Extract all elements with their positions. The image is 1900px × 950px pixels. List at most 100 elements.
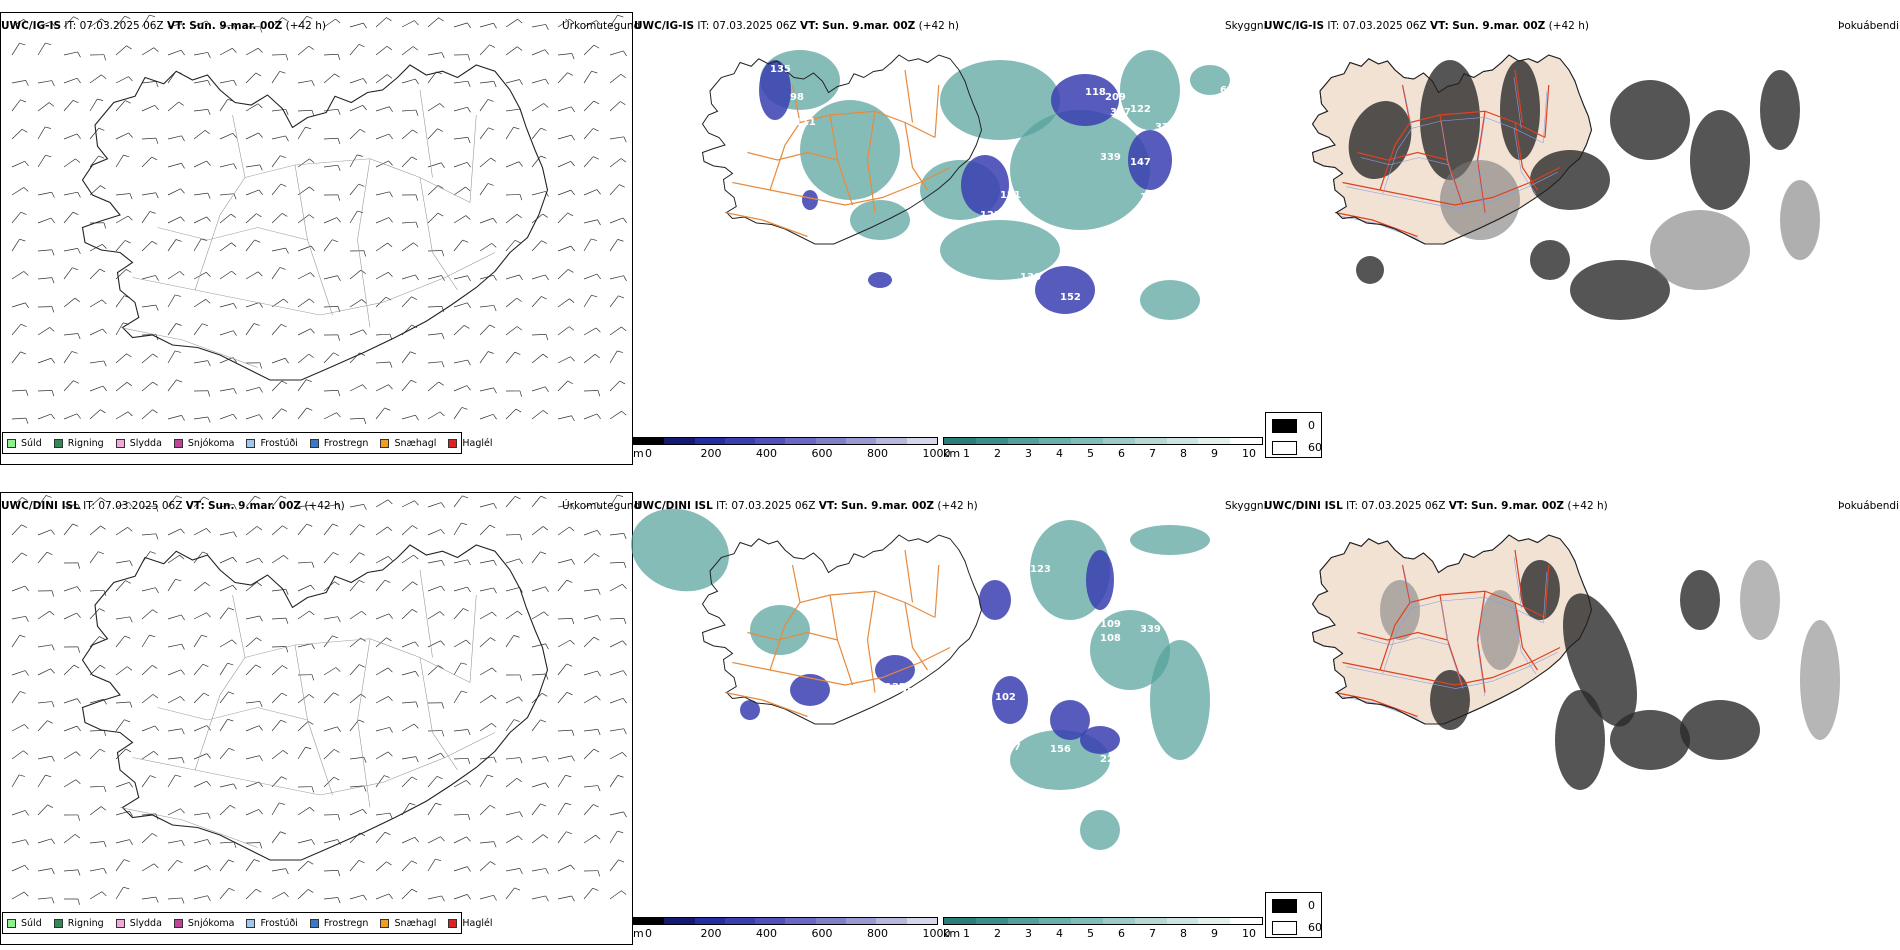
visibility-tick: 5 xyxy=(1087,447,1094,460)
ceiling-value-label: 100 xyxy=(1150,217,1171,228)
ceiling-tick: 800 xyxy=(867,927,888,940)
field-patch xyxy=(1051,74,1119,126)
road-line xyxy=(1441,121,1463,209)
field-patch xyxy=(1130,525,1210,555)
legend-label: Rigning xyxy=(67,437,104,449)
precip-map-frame xyxy=(0,492,633,945)
vt-label: VT: xyxy=(818,500,838,512)
legend-label: Frostregn xyxy=(323,437,369,449)
legend-swatch xyxy=(246,918,256,928)
road-line xyxy=(1478,111,1486,212)
road-line xyxy=(1361,158,1449,165)
panel-title: Skyggni xyxy=(1225,500,1267,512)
road-line xyxy=(1405,92,1412,129)
field-patch xyxy=(1520,560,1560,620)
ceiling-tick: 200 xyxy=(700,927,722,940)
ceiling-value-label: 130 xyxy=(1020,272,1041,283)
ceiling-value-label: 236 xyxy=(900,687,921,698)
road-line xyxy=(905,70,913,123)
ceiling-value-label: 156 xyxy=(1050,744,1071,755)
road-line xyxy=(935,565,939,618)
iceland-outline xyxy=(1313,535,1592,724)
legend-item: Snjókoma xyxy=(173,917,235,929)
legend-swatch xyxy=(380,438,390,448)
legend-item: Frostúði xyxy=(246,438,298,449)
lead-time: (+42 h) xyxy=(1548,20,1589,32)
road-line xyxy=(1380,111,1545,190)
panel-header: UWC/IG-IS IT: 07.03.2025 06Z VT: Sun. 9.… xyxy=(1264,20,1589,32)
field-patch xyxy=(850,200,910,240)
init-time: 07.03.2025 06Z xyxy=(98,500,183,512)
field-patch xyxy=(760,50,840,110)
field-patch xyxy=(992,676,1028,724)
ceiling-value-label: 339 xyxy=(1140,624,1161,635)
fog-index-key: 0 60 xyxy=(1265,892,1322,938)
legend-label: Slydda xyxy=(129,437,162,449)
field-patch xyxy=(1010,110,1150,230)
field-patch xyxy=(920,160,1000,220)
it-label: IT: xyxy=(697,20,710,32)
road-line xyxy=(1478,591,1486,692)
ceiling-value-label: 111 xyxy=(795,117,816,128)
ceiling-tick: 200 xyxy=(700,447,722,460)
field-patch xyxy=(1150,640,1210,760)
visibility-tick: 5 xyxy=(1087,927,1094,940)
legend-label: Rigning xyxy=(67,917,104,929)
road-line xyxy=(1343,168,1561,206)
vt-label: VT: xyxy=(166,20,186,32)
init-time: 07.03.2025 06Z xyxy=(79,20,164,32)
ceiling-colorbar: m 0 200 400 600 800 1000 xyxy=(633,437,951,467)
road-line xyxy=(1515,550,1523,603)
ceiling-colorbar-bar xyxy=(633,917,938,925)
visibility-tick: 3 xyxy=(1025,447,1032,460)
panel-header: UWC/DINI ISL IT: 07.03.2025 06Z VT: Sun.… xyxy=(634,500,978,512)
road-line xyxy=(1403,565,1411,603)
ceiling-unit: m xyxy=(633,927,644,940)
valid-time: Sun. 9.mar. 00Z xyxy=(208,500,302,512)
legend-label: Súld xyxy=(21,437,42,449)
field-patch xyxy=(1050,700,1090,740)
it-label: IT: xyxy=(716,500,729,512)
field-patch xyxy=(1420,60,1480,180)
road-line xyxy=(1545,85,1549,138)
road-line xyxy=(1478,597,1485,696)
road-line xyxy=(1405,572,1412,609)
legend-item: Rigning xyxy=(53,437,104,449)
lead-time: (+42 h) xyxy=(937,500,978,512)
field-patch xyxy=(940,220,1060,280)
legend-item: Snæhagl xyxy=(380,438,436,449)
vt-label: VT: xyxy=(799,20,819,32)
legend-label: Haglél xyxy=(462,437,493,449)
legend-label: Snæhagl xyxy=(394,917,437,929)
field-patch xyxy=(1348,101,1412,179)
field-patch xyxy=(868,272,892,288)
road-line xyxy=(1515,123,1538,191)
visibility-tick: 2 xyxy=(994,447,1001,460)
field-patch xyxy=(1530,240,1570,280)
panel-header: UWC/DINI ISL IT: 07.03.2025 06Z VT: Sun.… xyxy=(1,500,345,512)
model-label: UWC/DINI ISL xyxy=(1,500,80,512)
field-patch xyxy=(750,605,810,655)
panel-title: Skyggni xyxy=(1225,20,1267,32)
road-line xyxy=(1339,696,1419,719)
legend-item: Snæhagl xyxy=(380,918,436,929)
field-patch xyxy=(1440,160,1520,240)
legend-label: Snjókoma xyxy=(187,917,235,929)
field-patch xyxy=(740,700,760,720)
field-patch xyxy=(1090,610,1170,690)
legend-item: Rigning xyxy=(53,917,104,929)
legend-swatch xyxy=(53,918,63,928)
road-line xyxy=(1514,557,1521,608)
ceiling-value-label: 123 xyxy=(1030,564,1051,575)
ceiling-value-label: 108 xyxy=(1100,633,1121,644)
init-time: 07.03.2025 06Z xyxy=(731,500,816,512)
ceiling-value-label: 152 xyxy=(1060,292,1081,303)
field-patch xyxy=(1610,80,1690,160)
fog-key-swatch xyxy=(1272,921,1297,935)
valid-time: Sun. 9.mar. 00Z xyxy=(822,20,916,32)
field-patch xyxy=(1650,210,1750,290)
fog-key-swatch xyxy=(1272,899,1297,913)
lead-time: (+42 h) xyxy=(304,500,345,512)
valid-time: Sun. 9.mar. 00Z xyxy=(1452,20,1546,32)
visibility-tick: 9 xyxy=(1211,447,1218,460)
